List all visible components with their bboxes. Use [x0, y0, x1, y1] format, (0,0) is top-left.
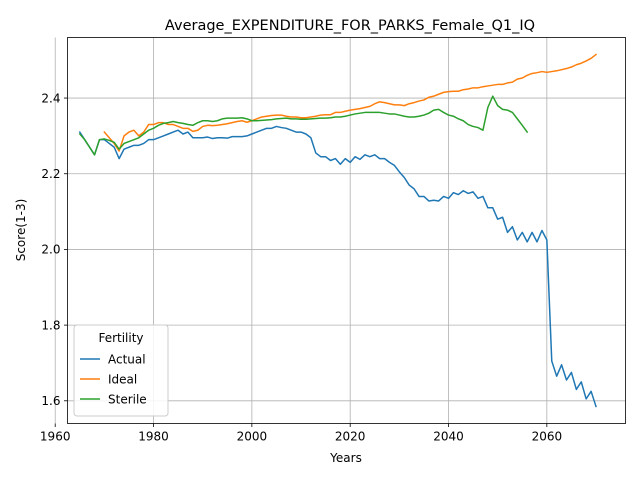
legend-title: Fertility — [98, 331, 143, 345]
x-tick-label: 2040 — [433, 430, 464, 444]
series-lines — [78, 53, 598, 408]
axes-frame — [67, 37, 626, 424]
x-tick-label: 1960 — [40, 430, 71, 444]
series-line-sterile — [78, 95, 529, 156]
series-line-ideal — [103, 53, 598, 152]
tick-marks: 1960 1980 2000 2020 2040 2060 1.6 1.8 2.0 2.2 2.4 — [40, 91, 562, 443]
legend-box — [73, 324, 169, 417]
series-line-actual — [78, 125, 597, 408]
y-tick-label: 2.0 — [41, 243, 60, 257]
chart-title: Average_EXPENDITURE_FOR_PARKS_Female_Q1_… — [165, 18, 535, 34]
y-axis-label: Score(1-3) — [14, 199, 28, 262]
x-tick-label: 2020 — [335, 430, 366, 444]
legend-label-sterile: Sterile — [108, 392, 147, 406]
y-tick-label: 2.4 — [41, 91, 60, 105]
legend-label-ideal: Ideal — [108, 372, 137, 386]
legend: Fertility Actual Ideal Sterile — [73, 324, 169, 417]
x-tick-label: 2000 — [237, 430, 268, 444]
y-tick-label: 2.2 — [41, 167, 60, 181]
x-tick-label: 2060 — [532, 430, 563, 444]
y-tick-label: 1.6 — [41, 394, 60, 408]
x-tick-label: 1980 — [138, 430, 169, 444]
x-axis-label: Years — [329, 451, 362, 465]
legend-label-actual: Actual — [108, 352, 146, 366]
y-tick-label: 1.8 — [41, 318, 60, 332]
